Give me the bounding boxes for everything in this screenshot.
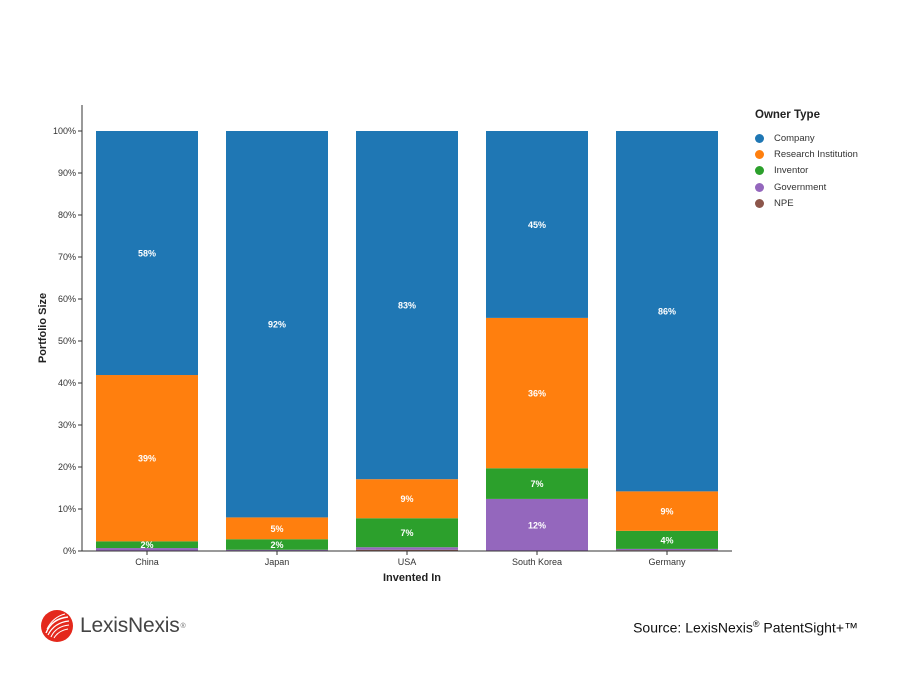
legend-label: Government <box>774 181 827 193</box>
bar-value-label: 12% <box>528 520 546 530</box>
legend-item-government: Government <box>755 179 858 195</box>
bar-value-label: 4% <box>660 535 673 545</box>
bar-value-label: 7% <box>400 528 413 538</box>
bar-segment-government <box>226 549 328 551</box>
bar-value-label: 86% <box>658 307 676 317</box>
y-tick-label: 80% <box>58 210 76 220</box>
bar-value-label: 92% <box>268 320 286 330</box>
bar-segment-research-institution <box>96 375 198 542</box>
bar-value-label: 36% <box>528 389 546 399</box>
legend-label: Company <box>774 132 815 144</box>
source-note: Source: LexisNexis® PatentSight+™ <box>633 619 858 636</box>
x-tick-label: USA <box>398 557 417 567</box>
bar-segment-company <box>356 131 458 480</box>
bar-segment-research-institution <box>616 491 718 531</box>
bar-segment-government <box>96 548 198 551</box>
x-tick-label: South Korea <box>512 557 562 567</box>
y-ticks: 0% 10% 20% 30% 40% 50% 60% 70% 80% 90% 100% <box>53 126 82 556</box>
x-tick-label: Germany <box>648 557 686 567</box>
legend-label: NPE <box>774 197 794 209</box>
y-tick-label: 0% <box>63 546 76 556</box>
bar-segment-company <box>616 131 718 492</box>
bar-segment-government <box>356 547 458 550</box>
legend-swatch <box>755 149 764 159</box>
bar-value-label: 9% <box>400 494 413 504</box>
bar-segment-government <box>486 498 588 551</box>
bar-value-label: 2% <box>140 540 153 550</box>
bar-segment-inventor <box>96 541 198 549</box>
bar-segment-inventor <box>226 539 328 550</box>
bar-segment-research-institution <box>226 517 328 540</box>
bar-value-label: 83% <box>398 301 416 311</box>
bar-segment-npe <box>356 549 458 551</box>
bar-value-label: 39% <box>138 454 156 464</box>
legend-title: Owner Type <box>755 109 820 121</box>
y-tick-label: 90% <box>58 168 76 178</box>
y-tick-label: 20% <box>58 462 76 472</box>
legend-items: Company Research Institution Inventor Gover… <box>755 130 858 211</box>
legend-item-npe: NPE <box>755 195 858 211</box>
bars-layer <box>96 131 718 551</box>
y-axis-title: Portfolio Size <box>37 293 49 363</box>
source-prefix: Source: LexisNexis <box>633 619 753 636</box>
legend: Owner Type Company Research Institution In… <box>755 109 858 211</box>
y-tick-label: 60% <box>58 294 76 304</box>
lexisnexis-logo: LexisNexis ® <box>40 609 186 643</box>
bar-value-label: 58% <box>138 249 156 259</box>
brand-name: LexisNexis <box>80 614 180 637</box>
legend-item-inventor: Inventor <box>755 163 858 179</box>
legend-label: Inventor <box>774 165 809 177</box>
y-tick-label: 10% <box>58 504 76 514</box>
source-suffix: PatentSight+™ <box>759 619 858 636</box>
lexisnexis-emblem-icon <box>41 610 73 642</box>
y-tick-label: 100% <box>53 126 76 136</box>
bar-segment-company <box>226 131 328 518</box>
bar-segment-government <box>616 548 718 551</box>
y-tick-label: 30% <box>58 420 76 430</box>
bar-segment-inventor <box>486 468 588 499</box>
bar-value-label: 9% <box>660 507 673 517</box>
bar-value-label: 2% <box>270 540 283 550</box>
bar-segment-research-institution <box>356 479 458 519</box>
legend-swatch <box>755 133 764 143</box>
bar-value-label: 7% <box>530 479 543 489</box>
legend-label: Research Institution <box>774 148 858 160</box>
y-tick-label: 50% <box>58 336 76 346</box>
bar-segment-research-institution <box>486 317 588 469</box>
bar-segment-company <box>486 131 588 318</box>
legend-item-company: Company <box>755 130 858 146</box>
x-axis-title: Invented In <box>383 572 441 584</box>
bar-value-label: 45% <box>528 220 546 230</box>
bar-segment-company <box>96 131 198 376</box>
x-tick-label: China <box>135 557 159 567</box>
x-ticks: China Japan USA South Korea Germany <box>135 551 686 567</box>
bar-labels-layer: 2% 39% 58% 2% 5% 92% 7% 9% 83% 12% 7% 36% 45% 4% 9% 86% <box>138 220 676 550</box>
legend-swatch <box>755 182 764 192</box>
legend-item-research-institution: Research Institution <box>755 146 858 162</box>
source-registered-mark: ® <box>752 619 760 629</box>
legend-swatch <box>755 198 764 208</box>
x-tick-label: Japan <box>265 557 290 567</box>
bar-segment-inventor <box>356 518 458 548</box>
brand-registered-mark: ® <box>180 622 186 630</box>
bar-segment-inventor <box>616 530 718 549</box>
y-tick-label: 40% <box>58 378 76 388</box>
y-tick-label: 70% <box>58 252 76 262</box>
bar-value-label: 5% <box>270 524 283 534</box>
legend-swatch <box>755 166 764 176</box>
